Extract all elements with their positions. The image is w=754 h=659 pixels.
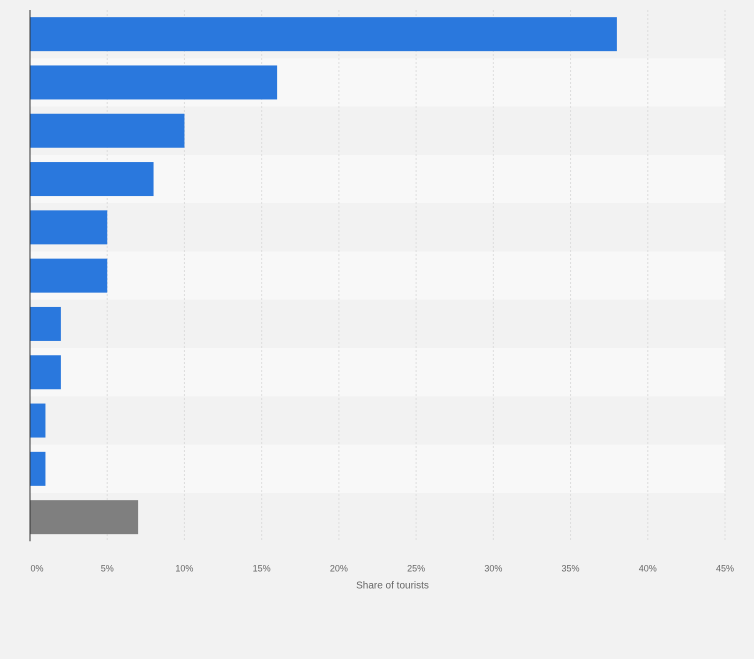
row-band	[30, 348, 725, 397]
bar[interactable]	[30, 65, 278, 100]
bar[interactable]	[30, 113, 185, 148]
bar[interactable]	[30, 451, 46, 486]
x-tick-label: 15%	[253, 563, 271, 573]
bar[interactable]	[30, 403, 46, 438]
x-tick-label: 20%	[330, 563, 348, 573]
bar[interactable]	[30, 210, 108, 245]
row-band	[30, 251, 725, 300]
bars	[30, 17, 617, 535]
x-tick-label: 35%	[562, 563, 580, 573]
x-tick-label: 45%	[716, 563, 734, 573]
x-tick-label: 5%	[101, 563, 114, 573]
x-tick-label: 0%	[30, 563, 43, 573]
bar[interactable]	[30, 162, 154, 197]
bar[interactable]	[30, 258, 108, 293]
x-tick-label: 40%	[639, 563, 657, 573]
row-band	[30, 444, 725, 493]
row-band	[30, 493, 725, 542]
bar[interactable]	[30, 17, 617, 52]
bar[interactable]	[30, 306, 61, 341]
bar[interactable]	[30, 355, 61, 390]
x-tick-label: 30%	[484, 563, 502, 573]
row-band	[30, 396, 725, 445]
x-tick-label: 10%	[175, 563, 193, 573]
row-band	[30, 203, 725, 252]
row-bands	[30, 10, 725, 542]
x-axis-title: Share of tourists	[356, 580, 429, 591]
x-tick-labels: 0% 5% 10% 15% 20% 25% 30% 35% 40% 45%	[30, 563, 734, 573]
x-tick-label: 25%	[407, 563, 425, 573]
row-band	[30, 299, 725, 349]
bar[interactable]	[30, 500, 139, 535]
